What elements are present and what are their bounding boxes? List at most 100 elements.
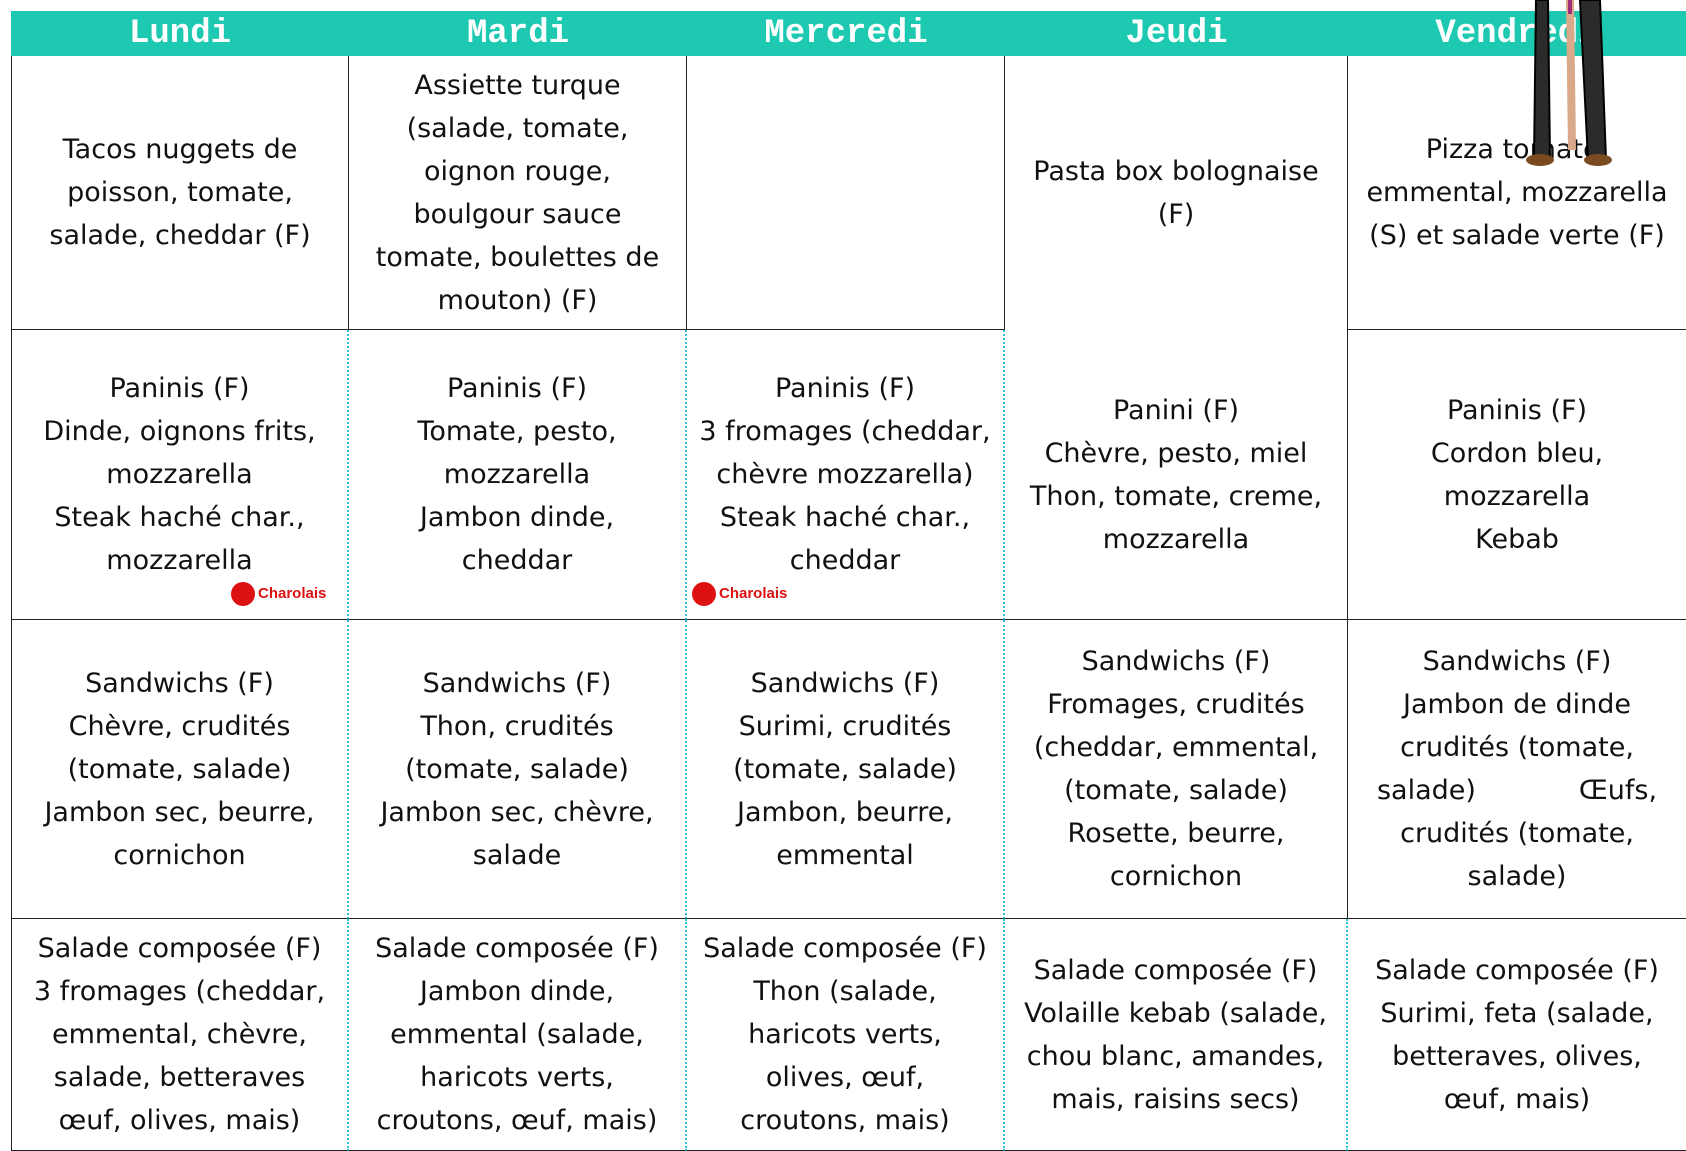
menu-line: (tomate, salade) <box>405 753 629 785</box>
menu-line: Thon, crudités <box>420 710 614 742</box>
badge-text: Charolais <box>719 585 788 602</box>
menu-line: Thon, tomate, creme, <box>1029 480 1323 512</box>
menu-cell: Pasta box bolognaise (F) <box>1005 56 1348 330</box>
menu-line: Sandwichs (F) <box>422 667 612 699</box>
menu-line: 3 fromages (cheddar, <box>33 976 326 1007</box>
menu-line: œuf, mais) <box>1443 1083 1591 1115</box>
menu-line: salade <box>472 839 562 871</box>
menu-line: Tomate, pesto, <box>417 416 617 447</box>
menu-line: (F) <box>1157 199 1195 230</box>
day-header: Lundi <box>11 11 349 56</box>
menu-line: crudités (tomate, <box>1400 818 1634 849</box>
menu-cell: Sandwichs (F) Chèvre, crudités (tomate, sa… <box>11 620 349 919</box>
menu-line: Steak haché char., <box>719 502 971 533</box>
menu-cell: Tacos nuggets de poisson, tomate, salade, … <box>11 56 349 330</box>
menu-line: croutons, œuf, mais) <box>376 1105 658 1136</box>
menu-line: cheddar <box>461 545 573 576</box>
menu-line: boulgour sauce <box>413 198 622 230</box>
menu-line: emmental, mozzarella <box>1366 177 1668 208</box>
menu-line: mozzarella <box>1443 480 1591 512</box>
menu-line: Panini (F) <box>1112 394 1240 426</box>
menu-line: Dinde, oignons frits, <box>43 416 316 447</box>
menu-line: emmental <box>776 839 914 871</box>
menu-line: (tomate, salade) <box>67 753 292 785</box>
menu-line: (cheddar, emmental, <box>1033 732 1319 763</box>
menu-line: Kebab <box>1475 523 1559 555</box>
menu-cell: Salade composée (F) 3 fromages (cheddar, e… <box>11 919 349 1151</box>
menu-line: Pizza tomate, <box>1425 134 1609 165</box>
menu-line: Surimi, crudités <box>738 710 952 742</box>
menu-line: cornichon <box>1109 861 1243 892</box>
menu-line: mais, raisins secs) <box>1051 1083 1300 1115</box>
menu-line: Salade composée (F) <box>37 933 322 964</box>
menu-line: Sandwichs (F) <box>1081 646 1271 677</box>
menu-line: poisson, tomate, <box>67 177 293 208</box>
menu-line: Thon (salade, <box>753 976 937 1007</box>
day-header: Jeudi <box>1005 11 1348 56</box>
menu-line: cheddar <box>789 545 901 576</box>
menu-line: Sandwichs (F) <box>85 667 274 699</box>
menu-line: mozzarella <box>1102 523 1250 555</box>
menu-line: Chèvre, pesto, miel <box>1044 437 1308 469</box>
menu-line: Salade composée (F) <box>375 933 659 964</box>
menu-cell: Pizza tomate, emmental, mozzarella (S) et … <box>1348 56 1686 330</box>
menu-line: salade) <box>1467 861 1567 892</box>
menu-line: (S) et salade verte (F) <box>1369 220 1665 251</box>
menu-line: chèvre mozzarella) <box>716 459 974 490</box>
menu-cell: Paninis (F) Tomate, pesto, mozzarella Jambo… <box>349 330 687 620</box>
menu-line: Paninis (F) <box>446 373 588 404</box>
menu-cell: Sandwichs (F) Thon, crudités (tomate, sala… <box>349 620 687 919</box>
menu-cell: Assiette turque (salade, tomate, oignon ro… <box>349 56 687 330</box>
menu-cell: Salade composée (F) Thon (salade, haricots… <box>687 919 1005 1151</box>
menu-cell: Paninis (F) Dinde, oignons frits, mozzarel… <box>11 330 349 620</box>
menu-line: Chèvre, crudités <box>68 710 291 742</box>
menu-line: Fromages, crudités <box>1047 689 1305 720</box>
menu-line: Cordon bleu, <box>1430 437 1604 469</box>
badge-icon <box>231 582 255 606</box>
menu-line: haricots verts, <box>420 1062 614 1093</box>
menu-cell <box>687 56 1005 330</box>
menu-cell: Sandwichs (F) Jambon de dinde crudités (to… <box>1348 620 1686 919</box>
day-header: Mercredi <box>687 11 1005 56</box>
menu-line: Jambon, beurre, <box>737 796 953 828</box>
menu-cell: Salade composée (F) Jambon dinde, emmental… <box>349 919 687 1151</box>
charolais-badge: Charolais <box>231 582 326 606</box>
menu-line: chou blanc, amandes, <box>1026 1040 1325 1072</box>
menu-cell: Salade composée (F) Volaille kebab (salad… <box>1005 919 1348 1151</box>
badge-icon <box>692 582 716 606</box>
menu-line: tomate, boulettes de <box>375 241 660 273</box>
menu-line: mozzarella <box>443 459 591 490</box>
menu-cell: Salade composée (F) Surimi, feta (salade,… <box>1348 919 1686 1151</box>
menu-line: Paninis (F) <box>109 373 250 404</box>
menu-line: Assiette turque <box>414 69 621 101</box>
menu-line: croutons, mais) <box>740 1105 950 1136</box>
menu-line: oignon rouge, <box>424 155 611 187</box>
menu-line: emmental, chèvre, <box>52 1019 307 1050</box>
menu-cell: Sandwichs (F) Surimi, crudités (tomate, sa… <box>687 620 1005 919</box>
menu-line: haricots verts, <box>748 1019 942 1050</box>
day-header: Mardi <box>349 11 687 56</box>
menu-line: salade, cheddar (F) <box>49 220 311 251</box>
menu-line: Steak haché char., <box>54 502 305 533</box>
day-header: Vendredi <box>1348 11 1686 56</box>
menu-line: mouton) (F) <box>437 284 598 316</box>
menu-line: Salade composée (F) <box>1375 954 1659 986</box>
badge-text: Charolais <box>258 585 327 602</box>
menu-line: mozzarella <box>106 545 253 576</box>
menu-line: betteraves, olives, <box>1392 1040 1642 1072</box>
menu-line: Volaille kebab (salade, <box>1024 997 1327 1029</box>
menu-line: emmental (salade, <box>390 1019 644 1050</box>
menu-line: Sandwichs (F) <box>1422 646 1612 677</box>
menu-line: (tomate, salade) <box>1064 775 1288 806</box>
menu-line: Salade composée (F) <box>703 933 987 964</box>
menu-line: cornichon <box>113 839 246 871</box>
menu-line: (tomate, salade) <box>733 753 957 785</box>
menu-line: Jambon sec, chèvre, <box>380 796 654 828</box>
menu-cell: Paninis (F) 3 fromages (cheddar, chèvre mo… <box>687 330 1005 620</box>
menu-line: crudités (tomate, <box>1400 732 1634 763</box>
menu-line: Salade composée (F) <box>1033 954 1318 986</box>
menu-cell: Sandwichs (F) Fromages, crudités (cheddar,… <box>1005 620 1348 919</box>
menu-line: salade) Œufs, <box>1376 775 1658 806</box>
